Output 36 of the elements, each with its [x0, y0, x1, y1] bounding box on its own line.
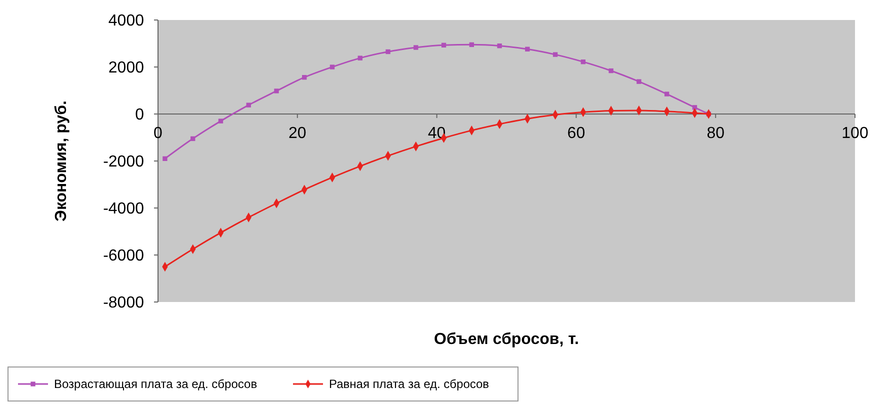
- point: [608, 68, 614, 74]
- legend-label: Возрастающая плата за ед. сбросов: [54, 377, 258, 392]
- point: [497, 44, 502, 48]
- x-tick-label: 20: [288, 125, 306, 142]
- point: [525, 46, 530, 52]
- point: [636, 79, 642, 84]
- y-axis-title: Экономия, руб.: [53, 100, 70, 222]
- point: [692, 105, 698, 110]
- x-axis-title: Объем сбросов, т.: [434, 331, 579, 348]
- y-tick-label: -4000: [103, 200, 144, 218]
- legend-label: Равная плата за ед. сбросов: [329, 377, 490, 392]
- point: [664, 92, 670, 96]
- y-tick-label: 2000: [108, 60, 144, 77]
- point: [218, 118, 224, 124]
- y-tick-label: -8000: [103, 294, 144, 312]
- point: [246, 102, 251, 108]
- point: [414, 45, 418, 50]
- point: [386, 49, 390, 54]
- x-tick-label: 0: [154, 125, 163, 142]
- x-tick-label: 60: [567, 125, 586, 142]
- point: [358, 56, 362, 60]
- point: [330, 64, 335, 70]
- y-tick-label: 4000: [108, 12, 144, 30]
- point: [552, 52, 558, 57]
- point: [469, 42, 474, 48]
- y-tick-label: -2000: [103, 154, 144, 171]
- point: [162, 156, 168, 161]
- x-tick-label: 80: [706, 125, 725, 142]
- point: [274, 88, 279, 94]
- point: [580, 59, 586, 64]
- point: [441, 42, 446, 48]
- x-tick-label: 100: [842, 125, 868, 142]
- point: [302, 74, 307, 80]
- point: [190, 136, 196, 142]
- y-tick-label: 0: [135, 106, 144, 124]
- y-tick-label: -6000: [103, 248, 144, 265]
